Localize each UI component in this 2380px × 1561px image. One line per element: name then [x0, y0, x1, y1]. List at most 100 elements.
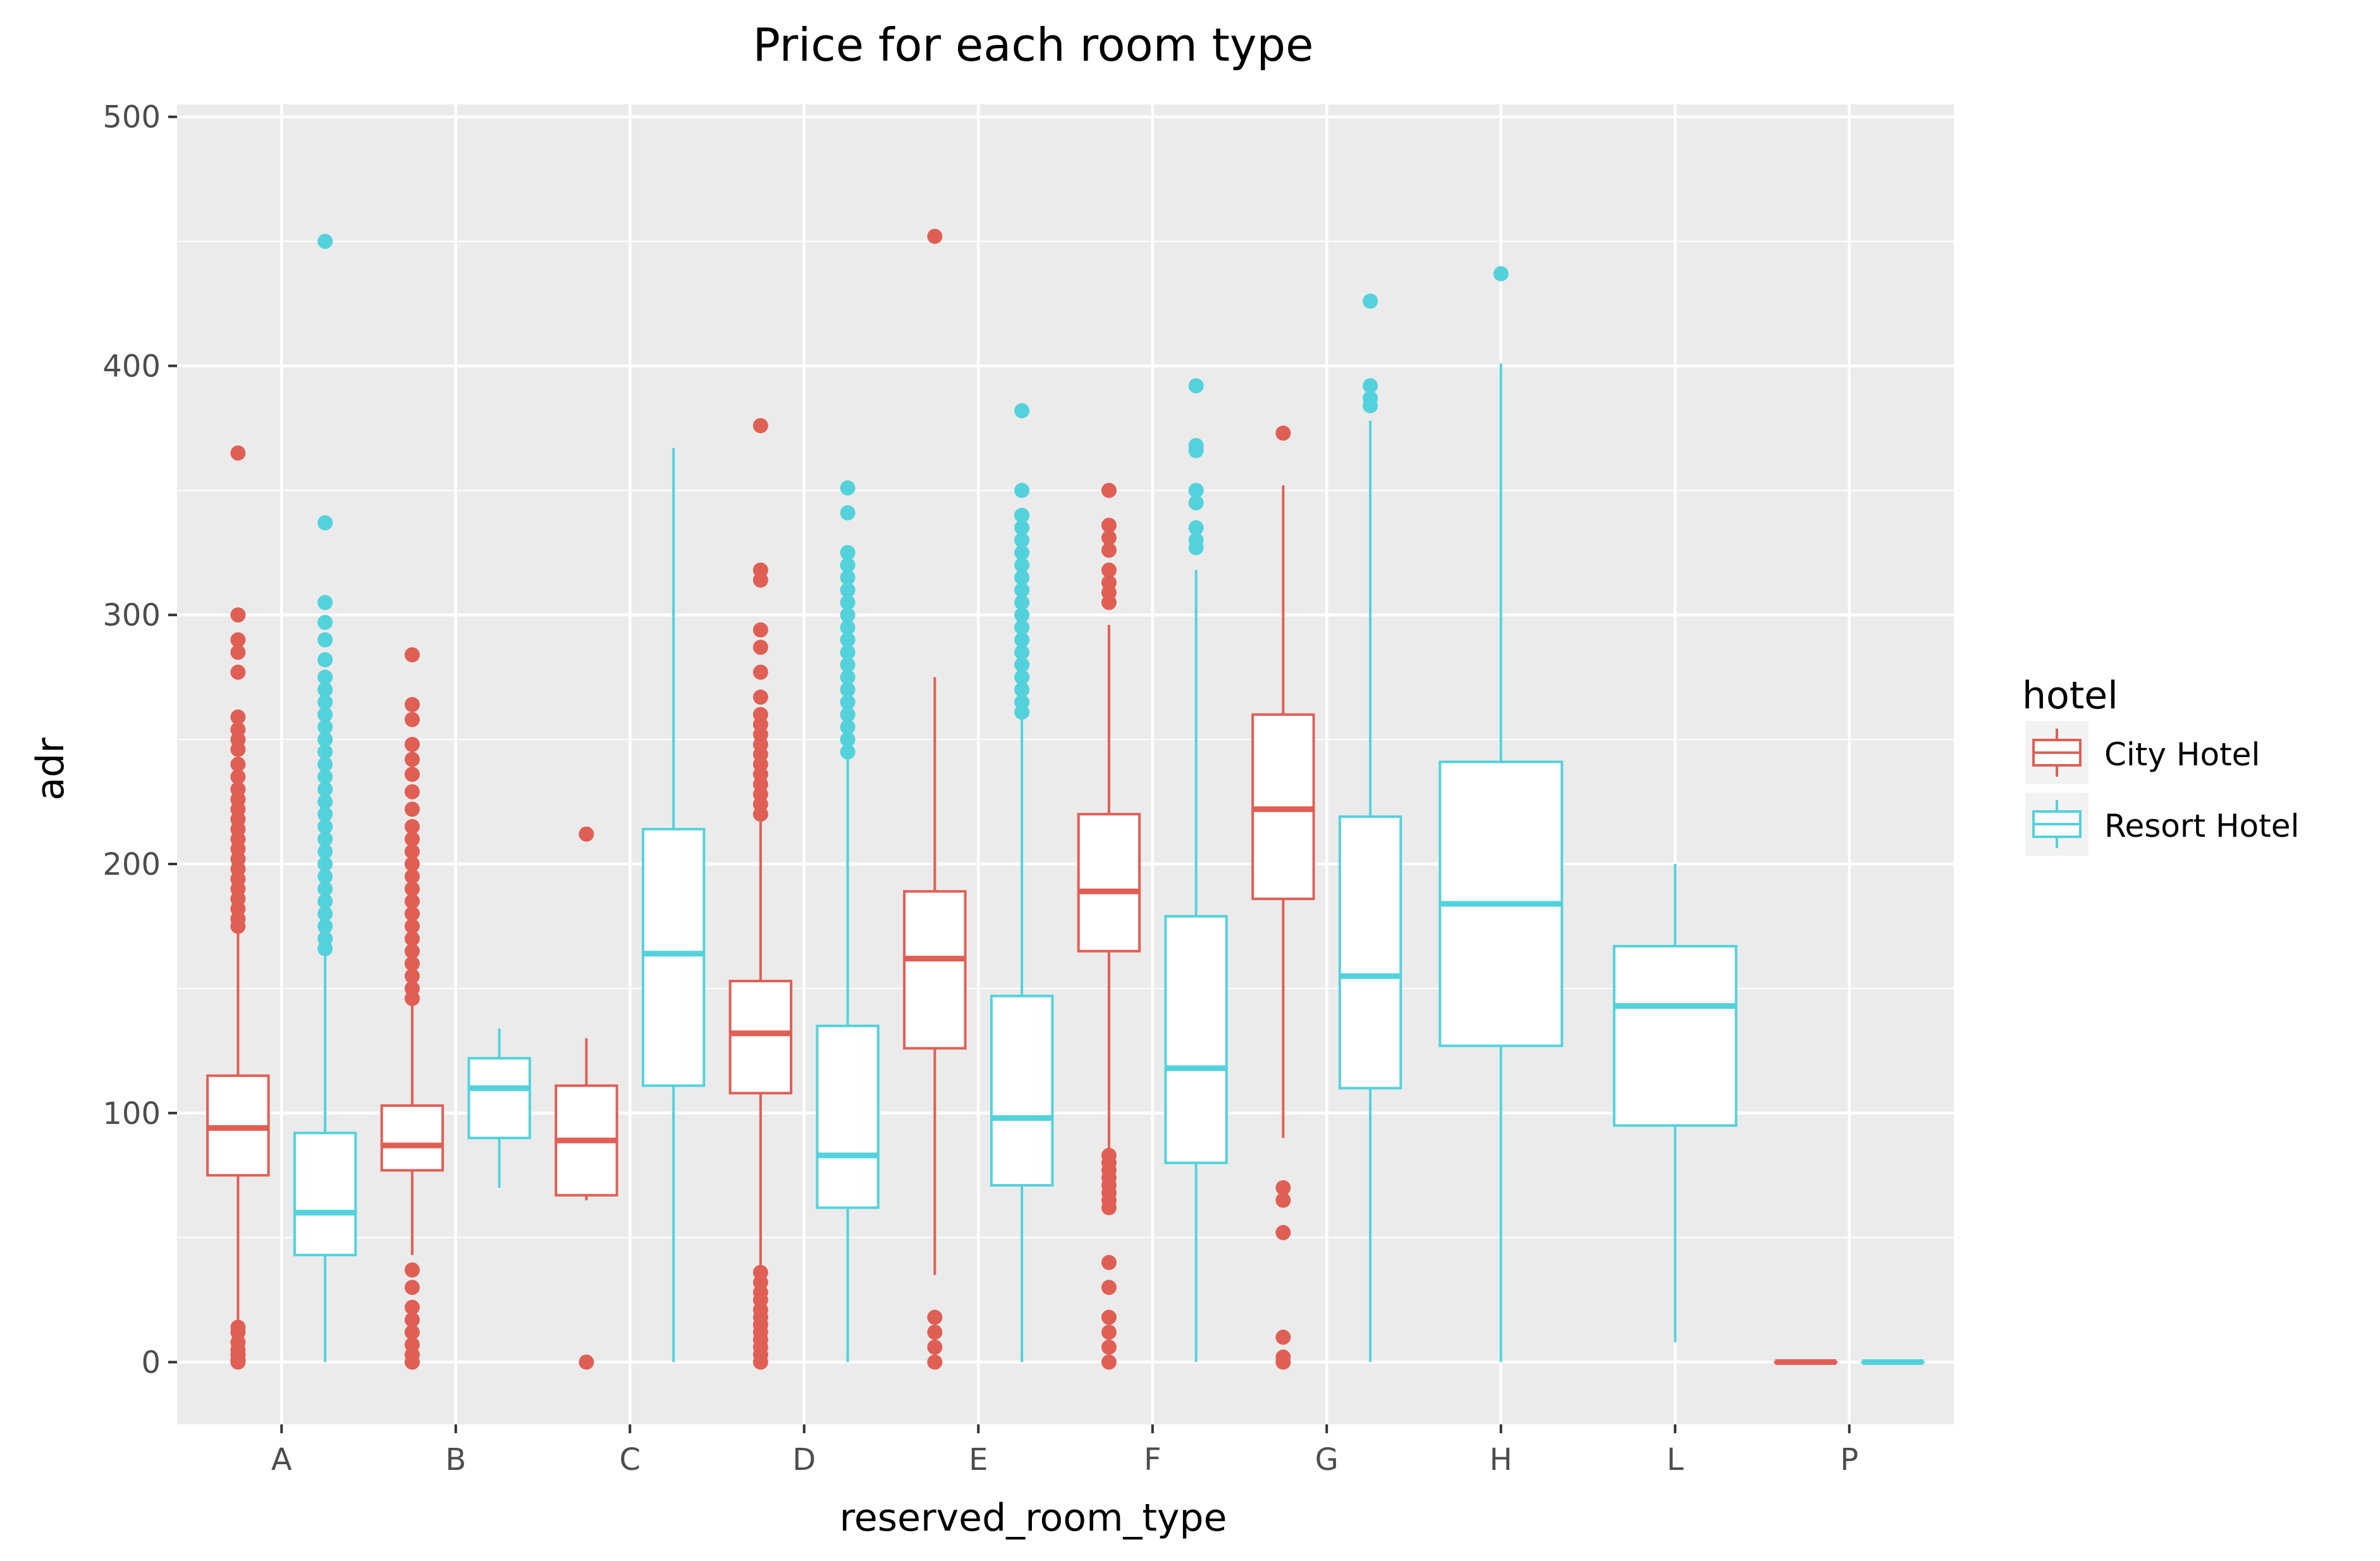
outlier-point [1275, 1330, 1291, 1345]
outlier-point [1014, 403, 1030, 419]
outlier-point [404, 906, 420, 922]
series-city-hotel [206, 228, 1838, 1370]
outlier-point [404, 751, 420, 767]
legend-key-city-hotel [2032, 729, 2082, 777]
outlier-point [230, 709, 246, 725]
outlier-point [752, 664, 768, 680]
outlier-point [1188, 483, 1204, 498]
box-resort-hotel-A [293, 233, 357, 1362]
outlier-point [230, 664, 246, 680]
y-tick-label: 400 [102, 349, 161, 384]
outlier-point [927, 1309, 943, 1325]
outlier-point [1014, 595, 1030, 610]
outlier-point [404, 980, 420, 996]
outlier-point [1014, 545, 1030, 560]
outlier-point [1363, 390, 1378, 406]
outlier-point [1014, 694, 1030, 710]
y-tick-label: 0 [141, 1345, 161, 1381]
x-tick-label: P [1840, 1442, 1858, 1478]
box-city-hotel-G [1251, 425, 1315, 1370]
outlier-point [317, 233, 333, 249]
outlier-point [840, 607, 856, 623]
outlier-point [1014, 507, 1030, 523]
x-tick-label: L [1667, 1442, 1684, 1478]
outlier-point [840, 732, 856, 748]
outlier-point [840, 595, 856, 610]
outlier-point [404, 868, 420, 884]
outlier-point [840, 719, 856, 735]
outlier-point [1275, 1180, 1291, 1195]
outlier-point [317, 868, 333, 884]
outlier-point [840, 669, 856, 685]
outlier-point [404, 767, 420, 782]
box-city-hotel-F [1077, 483, 1141, 1370]
axes: 0 100 200 300 400 500 A B C D E F G H L P [102, 100, 1858, 1478]
outlier-point [317, 931, 333, 947]
outlier-point [230, 632, 246, 648]
outlier-point [317, 694, 333, 710]
outlier-point [317, 719, 333, 735]
outlier-point [317, 615, 333, 631]
box-iqr [1338, 815, 1402, 1090]
outlier-point [752, 689, 768, 705]
outlier-point [230, 781, 246, 797]
outlier-point [840, 645, 856, 660]
outlier-point [1188, 495, 1204, 511]
box-resort-hotel-C [641, 448, 706, 1362]
outlier-point [404, 968, 420, 984]
outlier-point [840, 582, 856, 598]
outlier-point [1014, 607, 1030, 623]
box-city-hotel-E [903, 228, 967, 1370]
outlier-point [317, 756, 333, 772]
outlier-point [1101, 562, 1117, 578]
legend-label-resort-hotel: Resort Hotel [2104, 808, 2299, 844]
x-tick-label: C [620, 1442, 641, 1478]
outlier-point [404, 712, 420, 727]
box-iqr [1164, 915, 1228, 1164]
outlier-point [840, 682, 856, 698]
outlier-point [317, 744, 333, 760]
outlier-point [404, 801, 420, 817]
outlier-point [840, 632, 856, 648]
box-resort-hotel-G [1338, 293, 1402, 1362]
outlier-point [1101, 575, 1117, 591]
outlier-point [317, 856, 333, 872]
outlier-point [840, 706, 856, 722]
outlier-point [317, 682, 333, 698]
outlier-point [1275, 1192, 1291, 1208]
outlier-point [1275, 1225, 1291, 1240]
x-tick-label: G [1315, 1442, 1339, 1478]
outlier-point [1014, 582, 1030, 598]
box-resort-hotel-B [467, 1028, 531, 1188]
outlier-point [1014, 533, 1030, 548]
outlier-point [840, 557, 856, 573]
outlier-point [840, 619, 856, 635]
outlier-point [1014, 520, 1030, 536]
outlier-point [404, 1324, 420, 1340]
outlier-point [1101, 1339, 1117, 1355]
outlier-point [317, 669, 333, 685]
box-resort-hotel-L [1612, 864, 1738, 1343]
outlier-point [752, 622, 768, 638]
outlier-point [1101, 1324, 1117, 1340]
y-tick-label: 500 [102, 100, 161, 135]
box-iqr [903, 890, 967, 1050]
x-tick-label: E [969, 1442, 988, 1478]
outlier-point [404, 784, 420, 799]
outlier-point [317, 918, 333, 934]
chart-title: Price for each room type [753, 18, 1314, 71]
y-tick-label: 200 [102, 847, 161, 882]
outlier-point [1493, 266, 1509, 281]
box-resort-hotel-E [990, 403, 1054, 1362]
x-tick-label: B [445, 1442, 466, 1478]
outlier-point [1014, 682, 1030, 698]
outlier-point [1188, 378, 1204, 393]
outlier-point [752, 639, 768, 655]
outlier-point [230, 756, 246, 772]
outlier-point [317, 595, 333, 610]
outlier-point [317, 881, 333, 897]
y-tick-label: 300 [102, 598, 161, 633]
outlier-point [1101, 1147, 1117, 1163]
outlier-point [1188, 438, 1204, 453]
outlier-point [317, 894, 333, 910]
